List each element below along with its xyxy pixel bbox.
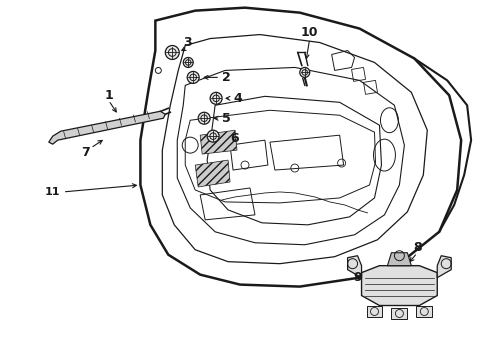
Polygon shape (392, 307, 407, 319)
Text: 2: 2 (222, 71, 231, 84)
Text: 11: 11 (45, 187, 60, 197)
Circle shape (198, 112, 210, 124)
Text: 8: 8 (413, 241, 422, 254)
Polygon shape (195, 160, 230, 187)
Polygon shape (416, 306, 432, 318)
Text: 10: 10 (301, 26, 318, 39)
Text: 7: 7 (81, 145, 90, 159)
Circle shape (207, 130, 219, 142)
Circle shape (183, 58, 193, 67)
Text: 1: 1 (104, 89, 113, 102)
Circle shape (300, 67, 310, 77)
Circle shape (210, 92, 222, 104)
Polygon shape (362, 266, 437, 306)
Text: 4: 4 (233, 92, 242, 105)
Circle shape (165, 45, 179, 59)
Polygon shape (367, 306, 383, 318)
Polygon shape (388, 253, 412, 266)
Text: 3: 3 (183, 36, 192, 49)
Polygon shape (49, 111, 165, 144)
Polygon shape (437, 256, 451, 278)
Polygon shape (200, 130, 237, 154)
Text: 9: 9 (353, 271, 362, 284)
Circle shape (187, 71, 199, 84)
Text: 5: 5 (222, 112, 231, 125)
Polygon shape (347, 256, 362, 278)
Text: 6: 6 (230, 132, 239, 145)
